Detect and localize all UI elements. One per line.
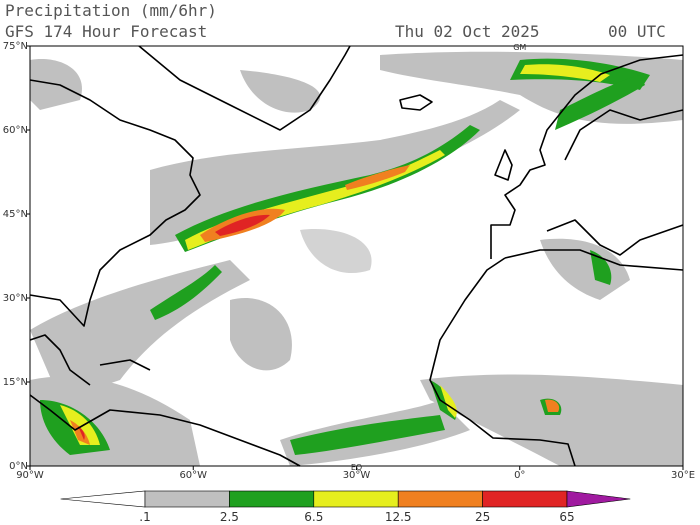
lon-tick-label: 60°W bbox=[179, 470, 207, 481]
colorbar-label: 2.5 bbox=[220, 510, 239, 524]
lat-tick-label: 45°N bbox=[3, 209, 28, 220]
lon-tick-label: 90°W bbox=[16, 470, 44, 481]
colorbar-segment bbox=[144, 490, 230, 508]
colorbar-label: .1 bbox=[139, 510, 150, 524]
colorbar-segment bbox=[229, 490, 315, 508]
colorbar-label: 65 bbox=[559, 510, 574, 524]
colorbar-label: 6.5 bbox=[304, 510, 323, 524]
title: Precipitation (mm/6hr) bbox=[5, 1, 217, 20]
lat-tick-label: 60°N bbox=[3, 125, 28, 136]
lat-tick-label: 0°N bbox=[9, 461, 28, 472]
lon-tick-label: 0° bbox=[514, 470, 525, 481]
coastlines bbox=[29, 45, 684, 467]
colorbar-segment bbox=[397, 490, 483, 508]
colorbar-segment bbox=[482, 490, 568, 508]
lat-tick-label: 30°N bbox=[3, 293, 28, 304]
subtitle: GFS 174 Hour Forecast bbox=[5, 22, 207, 41]
precip-extreme bbox=[78, 214, 270, 440]
colorbar-label: 12.5 bbox=[385, 510, 412, 524]
lon-tick-label: 30°W bbox=[343, 470, 371, 481]
valid-date: Thu 02 Oct 2025 bbox=[395, 22, 540, 41]
colorbar-segment bbox=[313, 490, 399, 508]
map-marker: EQ bbox=[351, 463, 362, 472]
map-marker: GM bbox=[513, 43, 526, 52]
colorbar-low-end bbox=[60, 490, 146, 508]
lon-tick-label: 30°E bbox=[671, 470, 695, 481]
lat-tick-label: 15°N bbox=[3, 377, 28, 388]
colorbar-label: 25 bbox=[475, 510, 490, 524]
map bbox=[29, 45, 684, 467]
colorbar-high-end bbox=[566, 490, 631, 508]
valid-time: 00 UTC bbox=[608, 22, 666, 41]
lat-tick-label: 75°N bbox=[3, 41, 28, 52]
